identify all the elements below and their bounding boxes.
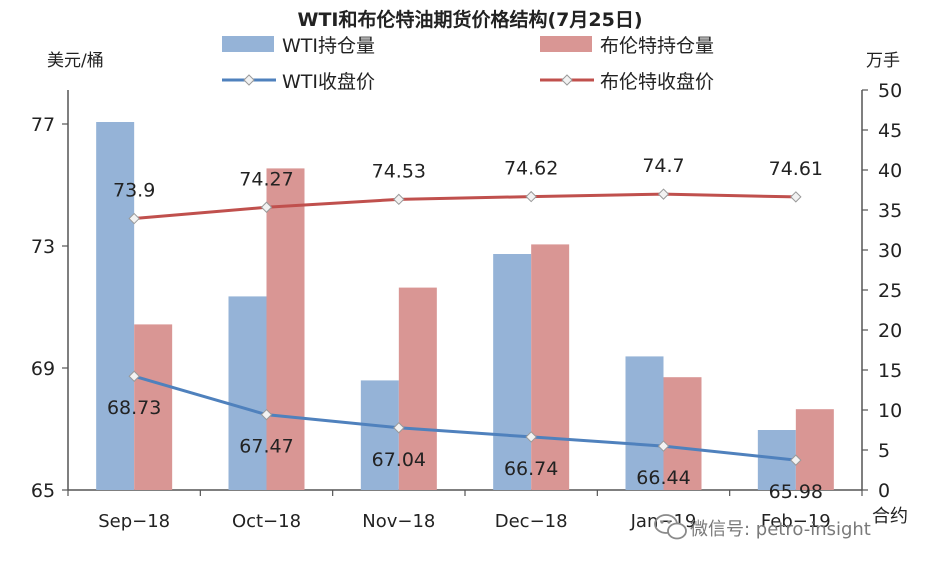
bar-wti-open-interest [493,254,532,490]
wti-price-point [393,422,405,434]
right-tick-label: 40 [878,160,902,182]
wti-price-label: 67.04 [372,449,426,471]
right-tick-label: 20 [878,320,902,342]
wechat-logo-icon [654,514,687,540]
right-tick-label: 25 [878,280,902,302]
x-tick-label: Nov−18 [362,511,435,532]
left-axis-unit: 美元/桶 [47,51,104,71]
plot-area: 65 69 73 77 0 5 10 15 20 25 30 35 40 45 50 Sep−18 Oct−18… [31,80,902,532]
wti-price-label: 66.44 [636,467,690,489]
legend-item: 布伦特收盘价 [540,71,714,93]
right-axis-unit: 万手 [866,51,900,71]
legend-marker [561,74,573,86]
legend-item: WTI收盘价 [222,71,375,93]
bar-brent-open-interest [398,287,437,490]
brent-price-point [393,193,405,206]
legend-item: 布伦特持仓量 [540,35,714,57]
right-tick-label: 10 [878,400,902,422]
x-tick-label: Sep−18 [98,511,170,532]
wti-price-line [133,374,796,462]
legend: WTI持仓量 布伦特持仓量 WTI收盘价 布伦特收盘价 [222,35,714,93]
legend-marker [243,74,255,86]
x-tick-label: Feb−19 [761,511,831,532]
wti-price-point [128,370,140,382]
legend-label: WTI收盘价 [282,71,375,93]
bar-wti-open-interest [228,296,267,490]
brent-price-point [128,212,140,225]
brent-price-point [525,190,537,203]
bar-wti-open-interest [625,356,664,490]
bar-brent-open-interest [134,324,173,490]
left-tick-label: 65 [31,480,55,502]
wti-price-point [525,431,537,443]
right-tick-label: 5 [878,440,890,462]
legend-swatch [222,36,274,52]
left-tick-label: 69 [31,358,55,380]
brent-price-point [260,201,273,213]
brent-price-label: 74.53 [372,160,426,182]
brent-price-point [790,191,802,203]
wti-price-label: 67.47 [239,436,293,458]
brent-price-label: 74.62 [504,158,558,180]
x-tick-label: Dec−18 [495,511,568,532]
watermark: 微信号: petro-insight [654,514,871,540]
right-tick-label: 30 [878,240,902,262]
wti-price-point [657,440,670,452]
chart-title: WTI和布伦特油期货价格结构(7月25日) [297,8,642,31]
right-tick-label: 50 [878,80,902,102]
legend-swatch [540,36,592,52]
wti-price-label: 68.73 [107,397,161,419]
brent-price-label: 74.61 [769,158,823,180]
right-tick-label: 35 [878,200,902,222]
bar-brent-open-interest [663,377,702,490]
right-tick-label: 15 [878,360,902,382]
left-tick-label: 73 [31,236,55,258]
wti-price-point [260,408,273,421]
brent-price-label: 74.7 [642,155,684,177]
brent-price-line [134,192,796,221]
right-tick-label: 0 [878,480,890,502]
legend-label: WTI持仓量 [282,35,375,57]
wti-price-point [790,454,802,466]
brent-price-label: 73.9 [113,180,155,202]
x-tick-label: Oct−18 [232,511,301,532]
brent-price-label: 74.27 [239,168,293,190]
wti-price-label: 66.74 [504,458,558,480]
legend-item: WTI持仓量 [222,35,375,57]
legend-label: 布伦特持仓量 [600,35,714,57]
watermark-text: 微信号: petro-insight [690,519,871,540]
x-axis-label: 合约 [872,506,908,527]
brent-price-point [657,188,670,200]
right-tick-label: 45 [878,120,902,142]
bar-brent-open-interest [795,409,834,490]
bar-wti-open-interest [96,122,135,490]
left-tick-label: 77 [31,114,55,136]
wti-price-label: 65.98 [769,481,823,503]
bar-brent-open-interest [531,244,570,490]
bar-wti-open-interest [360,380,399,490]
legend-label: 布伦特收盘价 [600,71,714,93]
bar-brent-open-interest [266,168,305,490]
